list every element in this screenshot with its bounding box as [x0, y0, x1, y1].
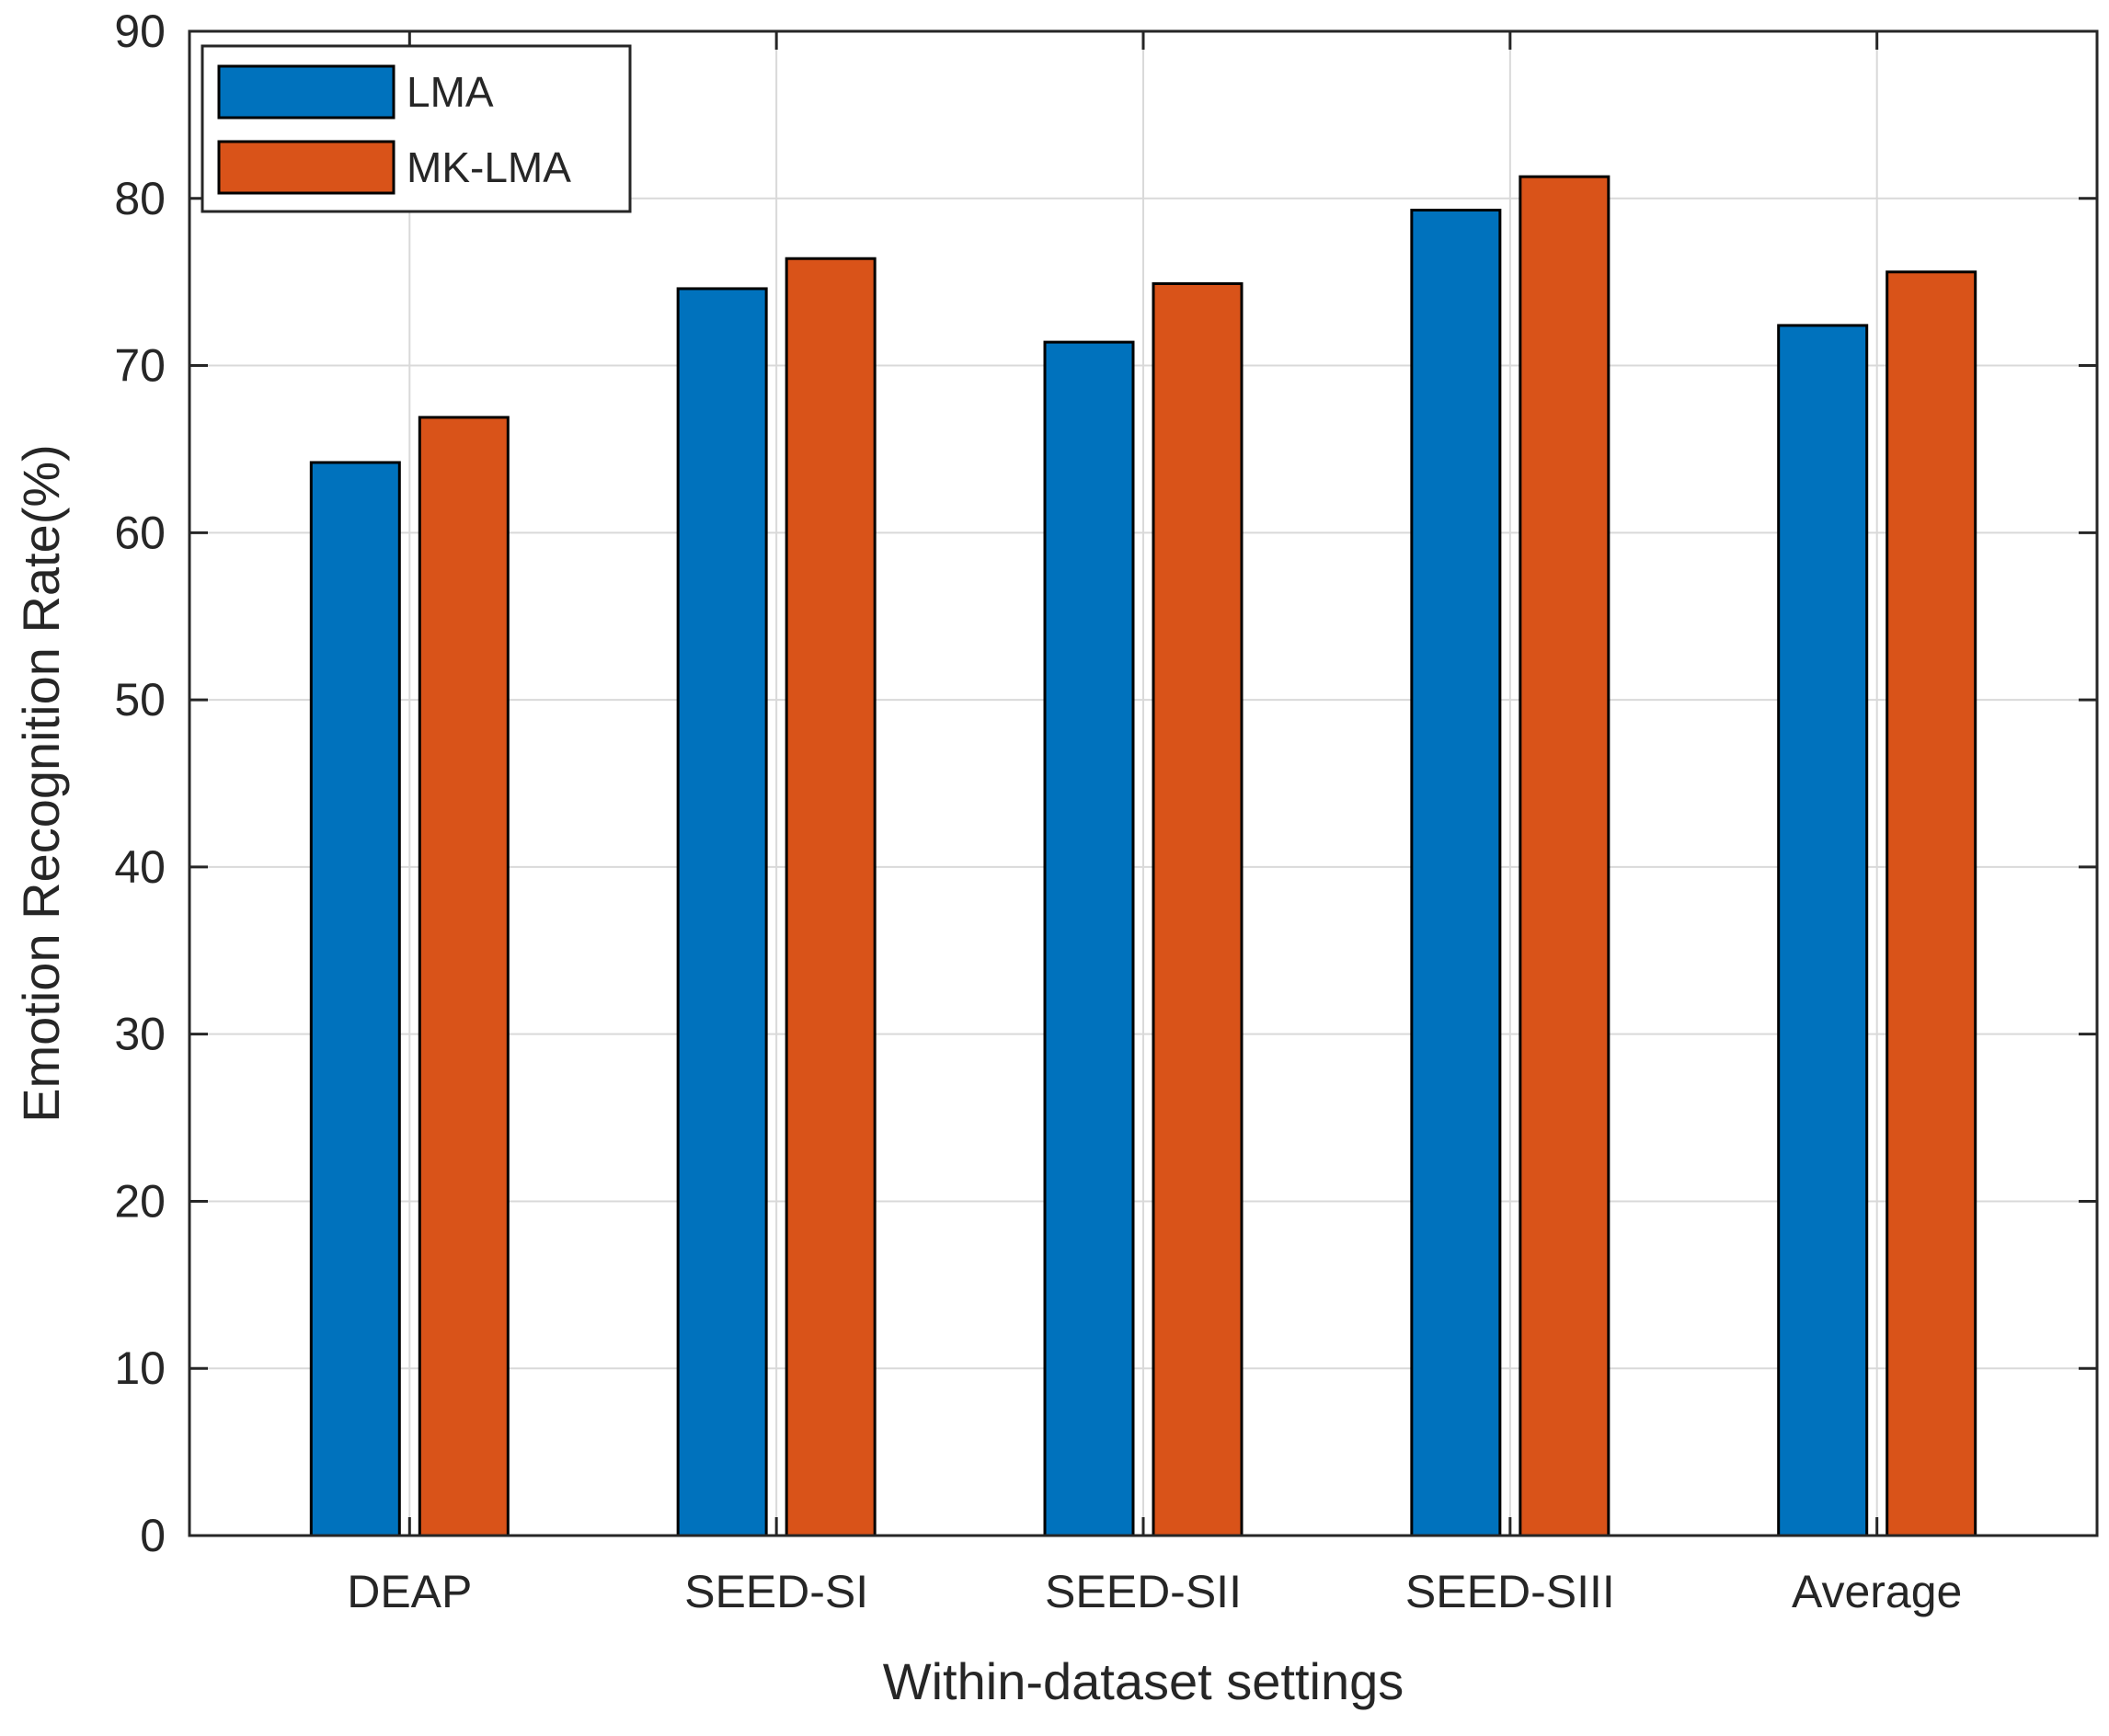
x-tick-label-4: Average: [1792, 1566, 1962, 1617]
y-tick-label-1: 10: [114, 1342, 166, 1394]
x-tick-label-1: SEED-SI: [684, 1566, 868, 1617]
y-tick-label-5: 50: [114, 674, 166, 725]
legend-label-lma: LMA: [407, 68, 494, 116]
bar-mk-lma-seed-siii: [1519, 175, 1610, 1537]
bar-mk-lma-seed-si: [785, 257, 877, 1537]
bar-lma-seed-si: [676, 287, 768, 1537]
bar-lma-seed-siii: [1410, 209, 1502, 1537]
y-tick-label-7: 70: [114, 340, 166, 392]
bar-mk-lma-average: [1885, 270, 1977, 1537]
bars-layer: [309, 175, 1977, 1537]
legend-swatch-mk-lma: [217, 140, 395, 195]
y-tick-label-9: 90: [114, 6, 166, 57]
bar-lma-average: [1777, 324, 1869, 1537]
y-tick-label-6: 60: [114, 507, 166, 558]
bar-lma-seed-sii: [1043, 340, 1135, 1537]
y-tick-label-4: 40: [114, 841, 166, 893]
x-axis-title: Within-dataset settings: [883, 1652, 1404, 1710]
y-axis-title: Emotion Recognition Rate(%): [12, 444, 70, 1123]
x-tick-label-0: DEAP: [347, 1566, 472, 1617]
bar-mk-lma-seed-sii: [1152, 281, 1244, 1537]
legend-swatch-lma: [217, 64, 395, 120]
y-axis-ticks: 0 10 20 30 40 50 60 70 80 90: [114, 6, 2097, 1561]
legend: LMA MK-LMA: [201, 44, 632, 213]
bar-lma-deap: [309, 461, 401, 1537]
y-tick-label-0: 0: [140, 1510, 166, 1561]
bar-mk-lma-deap: [418, 416, 510, 1537]
x-tick-label-3: SEED-SIII: [1405, 1566, 1615, 1617]
legend-label-mk-lma: MK-LMA: [407, 143, 571, 191]
x-tick-label-2: SEED-SII: [1045, 1566, 1242, 1617]
x-axis-ticks: DEAP SEED-SI SEED-SII SEED-SIII Average: [347, 31, 1962, 1617]
y-tick-label-3: 30: [114, 1009, 166, 1060]
y-tick-label-8: 80: [114, 173, 166, 224]
y-tick-label-2: 20: [114, 1175, 166, 1227]
